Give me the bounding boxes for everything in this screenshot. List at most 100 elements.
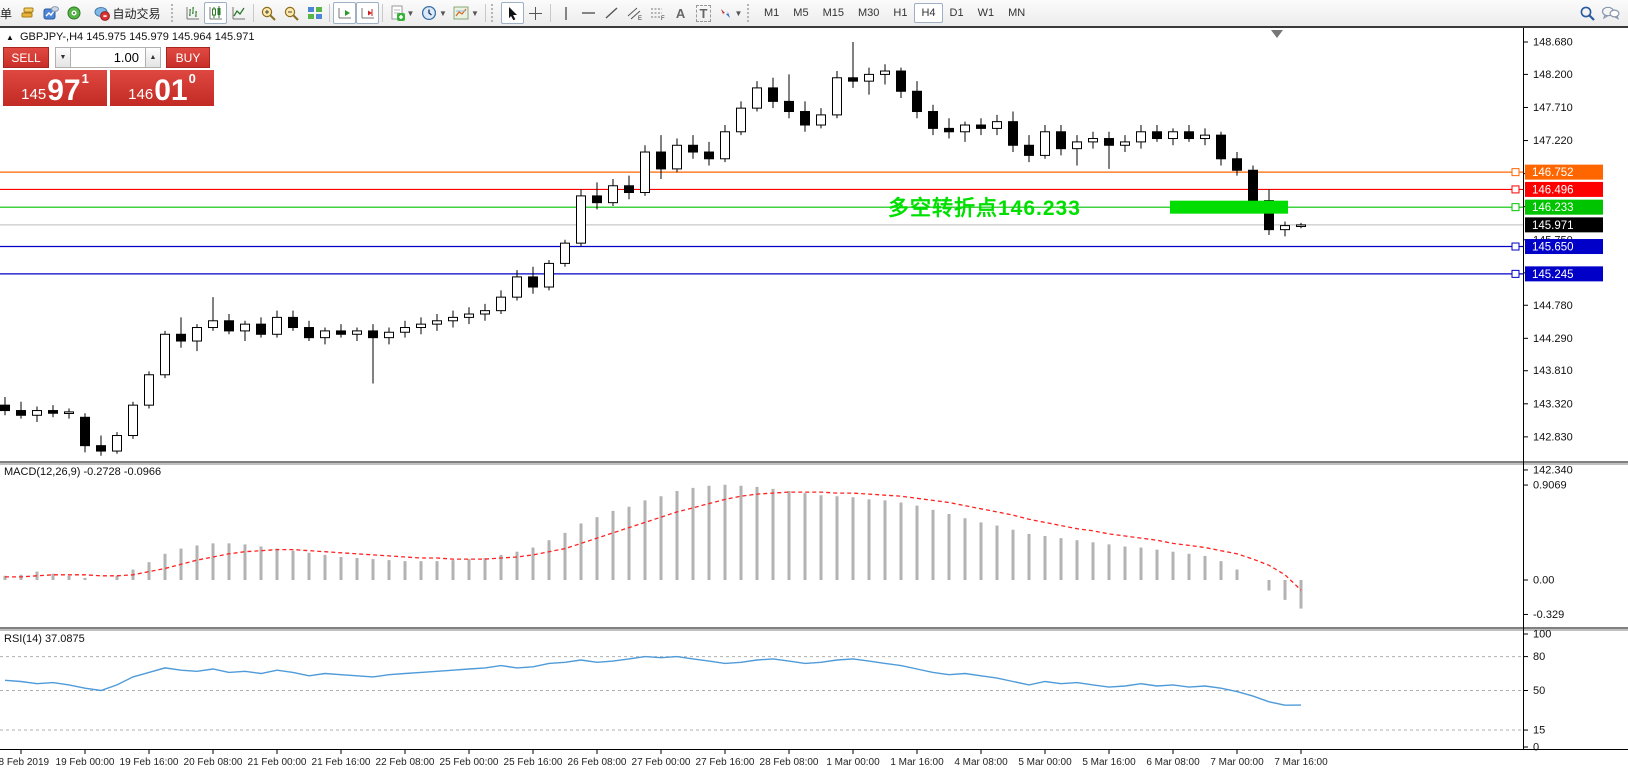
- upload-chart-button[interactable]: [39, 2, 62, 24]
- timeframe-w1[interactable]: W1: [977, 7, 995, 19]
- rsi-tick-label: 15: [1533, 725, 1545, 737]
- candle-bull: [560, 242, 570, 264]
- trendline-button[interactable]: [600, 2, 623, 24]
- candle-bear: [1232, 158, 1242, 171]
- candle-bear: [1184, 131, 1194, 140]
- auto-scroll-button[interactable]: [333, 2, 357, 24]
- timeframe-mn[interactable]: MN: [1008, 7, 1026, 19]
- candle-bull: [448, 316, 458, 322]
- radar-button[interactable]: [62, 2, 85, 24]
- toolbar: 单 自动交易 ▼ ▼: [0, 0, 1628, 26]
- buy-button[interactable]: BUY: [166, 47, 210, 68]
- symbol-collapse-icon[interactable]: ▲: [6, 33, 14, 42]
- symbol-name: GBPJPY-,H4: [19, 31, 84, 43]
- search-button[interactable]: [1576, 2, 1599, 24]
- text-label-button[interactable]: T: [692, 2, 715, 24]
- timeframe-h1[interactable]: H1: [893, 7, 908, 19]
- templates-button[interactable]: ▼: [450, 2, 482, 24]
- candle-bear: [336, 330, 346, 335]
- chart-shift-marker[interactable]: [1271, 30, 1283, 38]
- sell-button[interactable]: SELL: [3, 47, 49, 68]
- candle-bear: [80, 416, 90, 447]
- time-label: 28 Feb 08:00: [760, 757, 819, 768]
- search-icon: [1580, 6, 1595, 21]
- volume-input[interactable]: 1.00: [71, 47, 145, 68]
- toolbar-handle[interactable]: [171, 4, 179, 22]
- crosshair-button[interactable]: [524, 2, 547, 24]
- candle-bull: [1136, 131, 1146, 143]
- candlestick-chart-button[interactable]: [204, 2, 228, 24]
- vertical-line-button[interactable]: [554, 2, 577, 24]
- zoom-out-button[interactable]: [280, 2, 303, 24]
- line-anchor-146.496: [1511, 185, 1520, 194]
- candle-bear: [256, 323, 266, 335]
- arrows-icon: [720, 8, 730, 18]
- highlight-zone[interactable]: [1170, 200, 1288, 214]
- arrows-button[interactable]: ▼: [715, 2, 745, 24]
- equidistant-channel-button[interactable]: E: [623, 2, 646, 24]
- time-label: 25 Feb 00:00: [440, 757, 499, 768]
- sell-price-display[interactable]: 145 97 1: [3, 70, 107, 106]
- candle-bull: [672, 144, 682, 170]
- fibonacci-button[interactable]: F: [646, 2, 669, 24]
- price-tick-label: 144.780: [1533, 300, 1573, 312]
- candle-bear: [800, 111, 810, 126]
- timeframe-m30[interactable]: M30: [857, 7, 880, 19]
- candle-bear: [1264, 200, 1274, 231]
- chart-shift-button[interactable]: [356, 2, 380, 24]
- candle-bear: [592, 195, 602, 204]
- sell-price-sup: 1: [81, 71, 89, 86]
- price-tick-label: 143.810: [1533, 365, 1573, 377]
- sell-price-big: 97: [47, 74, 81, 107]
- ohlc-close: 145.971: [214, 31, 255, 43]
- tile-windows-button[interactable]: [303, 2, 326, 24]
- timeframe-m1[interactable]: M1: [764, 7, 780, 19]
- text-button[interactable]: A: [669, 2, 692, 24]
- indicators-button[interactable]: ▼: [386, 2, 418, 24]
- time-label: 20 Feb 08:00: [184, 757, 243, 768]
- toolbar-handle-2[interactable]: [491, 4, 499, 22]
- volume-decrease-button[interactable]: ▼: [55, 47, 71, 68]
- cursor-button[interactable]: [501, 2, 525, 24]
- toolbar-handle-3[interactable]: [747, 4, 755, 22]
- candle-bull: [1072, 141, 1082, 150]
- line-chart-button[interactable]: [227, 2, 250, 24]
- candle-bear: [896, 70, 906, 92]
- time-label: 5 Mar 16:00: [1082, 757, 1136, 768]
- horizontal-line-icon: [582, 12, 596, 14]
- volume-increase-button[interactable]: ▲: [145, 47, 161, 68]
- bar-chart-button[interactable]: [181, 2, 204, 24]
- candle-bear: [1024, 144, 1034, 156]
- time-label: 27 Feb 16:00: [696, 757, 755, 768]
- autotrading-label: 自动交易: [112, 6, 161, 21]
- indicators-icon: [391, 5, 405, 21]
- time-label: 1 Mar 00:00: [826, 757, 880, 768]
- candle-bull: [400, 327, 410, 333]
- timeframe-d1[interactable]: D1: [949, 7, 964, 19]
- new-order-button[interactable]: 单: [0, 6, 13, 21]
- timeframe-m5[interactable]: M5: [793, 7, 809, 19]
- rsi-tick-label: 0: [1533, 742, 1539, 754]
- candle-bull: [640, 151, 650, 194]
- periods-button[interactable]: ▼: [418, 2, 450, 24]
- gold-icon[interactable]: [16, 2, 39, 24]
- upload-chart-icon: [43, 6, 59, 20]
- candle-bull: [720, 131, 730, 160]
- candle-bear: [1104, 138, 1114, 146]
- candle-bear: [1008, 121, 1018, 146]
- buy-price-small: 146: [128, 86, 154, 103]
- candle-bear: [96, 445, 106, 452]
- text-label-icon: T: [695, 4, 712, 22]
- horizontal-line-button[interactable]: [577, 2, 600, 24]
- buy-price-display[interactable]: 146 01 0: [110, 70, 214, 106]
- timeframe-m15[interactable]: M15: [822, 7, 844, 19]
- chat-button[interactable]: [1599, 2, 1622, 24]
- candle-bull: [992, 121, 1002, 129]
- candle-bull: [736, 107, 746, 133]
- candle-bull: [208, 320, 218, 329]
- zoom-in-button[interactable]: [257, 2, 280, 24]
- timeframe-h4[interactable]: H4: [914, 3, 943, 23]
- rsi-tick-label: 100: [1533, 629, 1551, 641]
- autotrading-button[interactable]: 自动交易: [85, 2, 169, 24]
